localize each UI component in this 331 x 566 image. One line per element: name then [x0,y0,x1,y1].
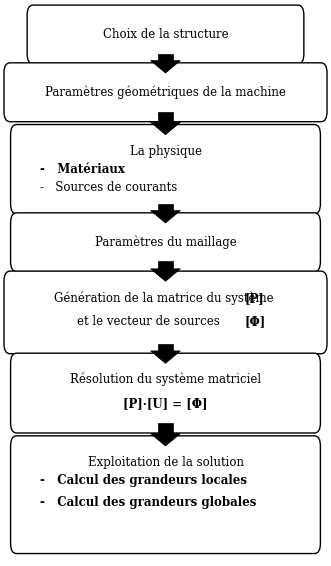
Polygon shape [151,269,180,281]
Text: [Φ]: [Φ] [244,315,265,328]
FancyBboxPatch shape [11,436,320,554]
Text: [P]·[U] = [Φ]: [P]·[U] = [Φ] [123,397,208,410]
Polygon shape [151,122,180,135]
Text: Paramètres géométriques de la machine: Paramètres géométriques de la machine [45,85,286,99]
Text: -   Calcul des grandeurs locales: - Calcul des grandeurs locales [40,474,247,487]
Polygon shape [151,211,180,223]
Text: Génération de la matrice du système: Génération de la matrice du système [54,291,277,305]
FancyBboxPatch shape [4,271,327,354]
Polygon shape [158,204,173,211]
FancyBboxPatch shape [11,353,320,433]
Polygon shape [158,423,173,434]
Text: Choix de la structure: Choix de la structure [103,28,228,41]
Polygon shape [151,61,180,73]
Text: et le vecteur de sources: et le vecteur de sources [77,315,227,328]
Polygon shape [158,54,173,61]
Text: Résolution du système matriciel: Résolution du système matriciel [70,372,261,386]
Text: -   Matériaux: - Matériaux [40,163,124,176]
Polygon shape [151,434,180,446]
Text: [P]: [P] [245,292,265,305]
FancyBboxPatch shape [11,213,320,272]
Text: La physique: La physique [129,145,202,158]
Text: Paramètres du maillage: Paramètres du maillage [95,235,236,249]
FancyBboxPatch shape [11,125,320,214]
Text: -   Calcul des grandeurs globales: - Calcul des grandeurs globales [40,496,256,509]
Text: -   Sources de courants: - Sources de courants [40,181,177,194]
Polygon shape [158,261,173,269]
Polygon shape [158,112,173,122]
Polygon shape [158,344,173,351]
Polygon shape [151,351,180,363]
Text: Exploitation de la solution: Exploitation de la solution [87,456,244,469]
FancyBboxPatch shape [27,5,304,64]
FancyBboxPatch shape [4,63,327,122]
